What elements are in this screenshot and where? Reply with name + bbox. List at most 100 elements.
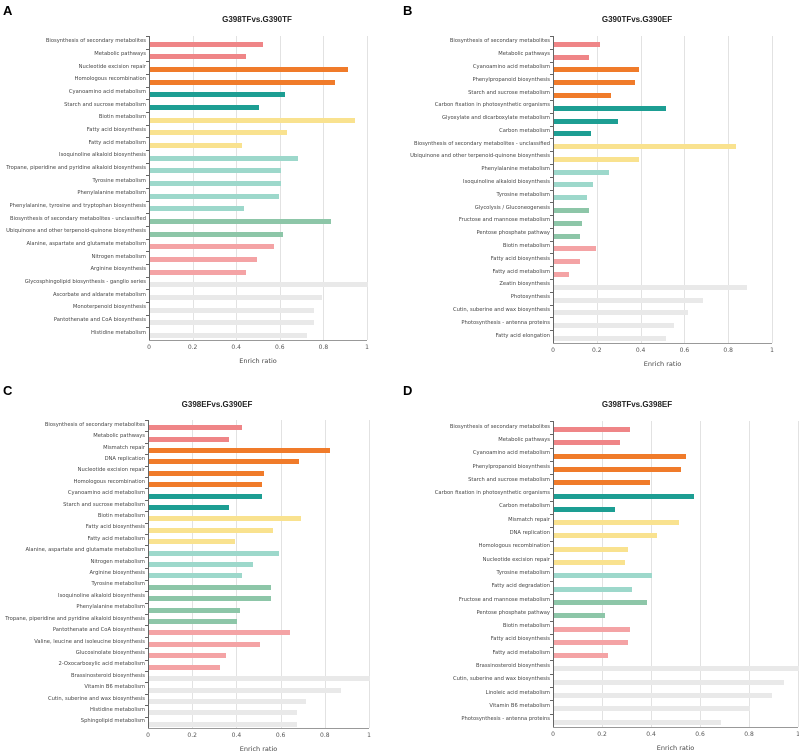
bar: [554, 426, 630, 432]
y-tickmark: [550, 112, 553, 114]
bar: [149, 550, 280, 556]
gridline: [772, 36, 773, 343]
category-label: Biotin metabolism: [98, 114, 146, 121]
y-tickmark: [145, 465, 148, 467]
y-tickmark: [146, 124, 149, 126]
bar: [554, 639, 628, 645]
category-label: Homologous recombination: [73, 478, 145, 485]
y-tickmark: [550, 202, 553, 204]
gridline: [279, 36, 281, 340]
gridline: [192, 36, 194, 340]
y-tickmark: [550, 607, 553, 609]
bar: [150, 54, 246, 60]
bar: [554, 693, 773, 699]
category-label: Alanine, aspartate and glutamate metabol…: [26, 240, 146, 247]
bar: [554, 679, 785, 685]
y-tickmark: [550, 620, 553, 622]
category-label: Fatty acid biosynthesis: [85, 524, 145, 531]
category-label: Fatty acid biosynthesis: [490, 255, 550, 262]
y-tickmark: [550, 673, 553, 675]
category-label: Tyrosine metabolism: [496, 191, 550, 198]
x-axis-label: Enrich ratio: [239, 357, 277, 365]
category-label: Pantothenate and CoA biosynthesis: [52, 627, 145, 634]
gridline: [640, 36, 642, 343]
bar: [149, 630, 291, 636]
y-tickmark: [145, 693, 148, 695]
y-tickmark: [550, 215, 553, 217]
x-tick-label: 1: [796, 731, 799, 738]
bar: [150, 79, 336, 85]
category-label: Mismatch repair: [508, 516, 550, 523]
bar: [150, 206, 244, 212]
y-tickmark: [550, 421, 553, 422]
y-axis: [553, 421, 554, 727]
category-label: Nucleotide excision repair: [77, 467, 145, 474]
category-label: Phenylalanine metabolism: [481, 166, 550, 173]
bar: [554, 195, 587, 201]
bar: [149, 562, 253, 568]
category-label: 2-Oxocarboxylic acid metabolism: [58, 661, 145, 668]
y-tickmark: [550, 279, 553, 281]
category-label: Alanine, aspartate and glutamate metabol…: [25, 547, 145, 554]
y-tickmark: [146, 150, 149, 151]
gridline: [728, 36, 730, 343]
y-tickmark: [145, 716, 148, 718]
category-label: Biosynthesis of secondary metabolites: [449, 38, 550, 45]
bar: [554, 480, 650, 486]
bar: [554, 297, 703, 303]
x-axis-label: Enrich ratio: [643, 360, 682, 368]
y-tickmark: [550, 633, 553, 635]
gridline: [323, 36, 325, 340]
bar: [149, 482, 262, 488]
category-label: Ubiquinone and other terpenoid-quinone b…: [410, 153, 550, 160]
category-label: Cutin, suberine and wax biosynthesis: [47, 695, 145, 702]
y-tickmark: [145, 454, 148, 456]
bar: [149, 527, 273, 533]
bar: [149, 493, 262, 499]
category-label: Ascorbate and aldarate metabolism: [52, 291, 146, 298]
bar: [554, 323, 675, 329]
category-label: Fatty acid metabolism: [492, 649, 550, 656]
bar: [150, 155, 299, 161]
category-label: Arginine biosynthesis: [89, 570, 145, 577]
bar: [554, 706, 750, 712]
y-tickmark: [146, 74, 149, 75]
y-tickmark: [550, 227, 553, 229]
bar: [554, 169, 609, 175]
y-tickmark: [550, 48, 553, 50]
y-tickmark: [550, 151, 553, 153]
gridline: [324, 420, 326, 728]
bar: [149, 698, 306, 704]
x-tick-label: 0.6: [275, 732, 286, 739]
y-tickmark: [550, 700, 553, 702]
category-label: Cutin, suberine and wax biosynthesis: [452, 306, 550, 313]
bar: [150, 117, 355, 123]
x-tick-label: 0.8: [744, 731, 754, 738]
bar: [554, 284, 747, 290]
bar: [554, 259, 581, 265]
bar: [150, 105, 259, 111]
bar: [150, 168, 281, 174]
bar: [554, 208, 590, 214]
y-tickmark: [550, 330, 553, 332]
bar: [150, 130, 288, 136]
bar: [554, 546, 628, 552]
bar: [554, 560, 626, 566]
category-label: Arginine biosynthesis: [90, 266, 146, 273]
category-label: Starch and sucrose metabolism: [64, 101, 146, 108]
category-label: Carbon fixation in photosynthetic organi…: [434, 490, 550, 497]
category-label: Nitrogen metabolism: [91, 253, 146, 260]
panel-letter: A: [3, 3, 13, 18]
category-label: Cyanoamino acid metabolism: [472, 450, 550, 457]
category-label: Nitrogen metabolism: [90, 558, 145, 565]
category-label: Vitamin B6 metabolism: [84, 684, 145, 691]
category-label: Cyanoamino acid metabolism: [67, 490, 145, 497]
bar: [554, 719, 721, 725]
category-label: Nucleotide excision repair: [482, 556, 550, 563]
y-tickmark: [550, 687, 553, 689]
bar: [149, 710, 298, 716]
x-tick-label: 0: [551, 347, 555, 354]
bar: [554, 506, 616, 512]
category-label: DNA replication: [104, 456, 145, 462]
category-label: Fructose and mannose metabolism: [458, 217, 550, 224]
